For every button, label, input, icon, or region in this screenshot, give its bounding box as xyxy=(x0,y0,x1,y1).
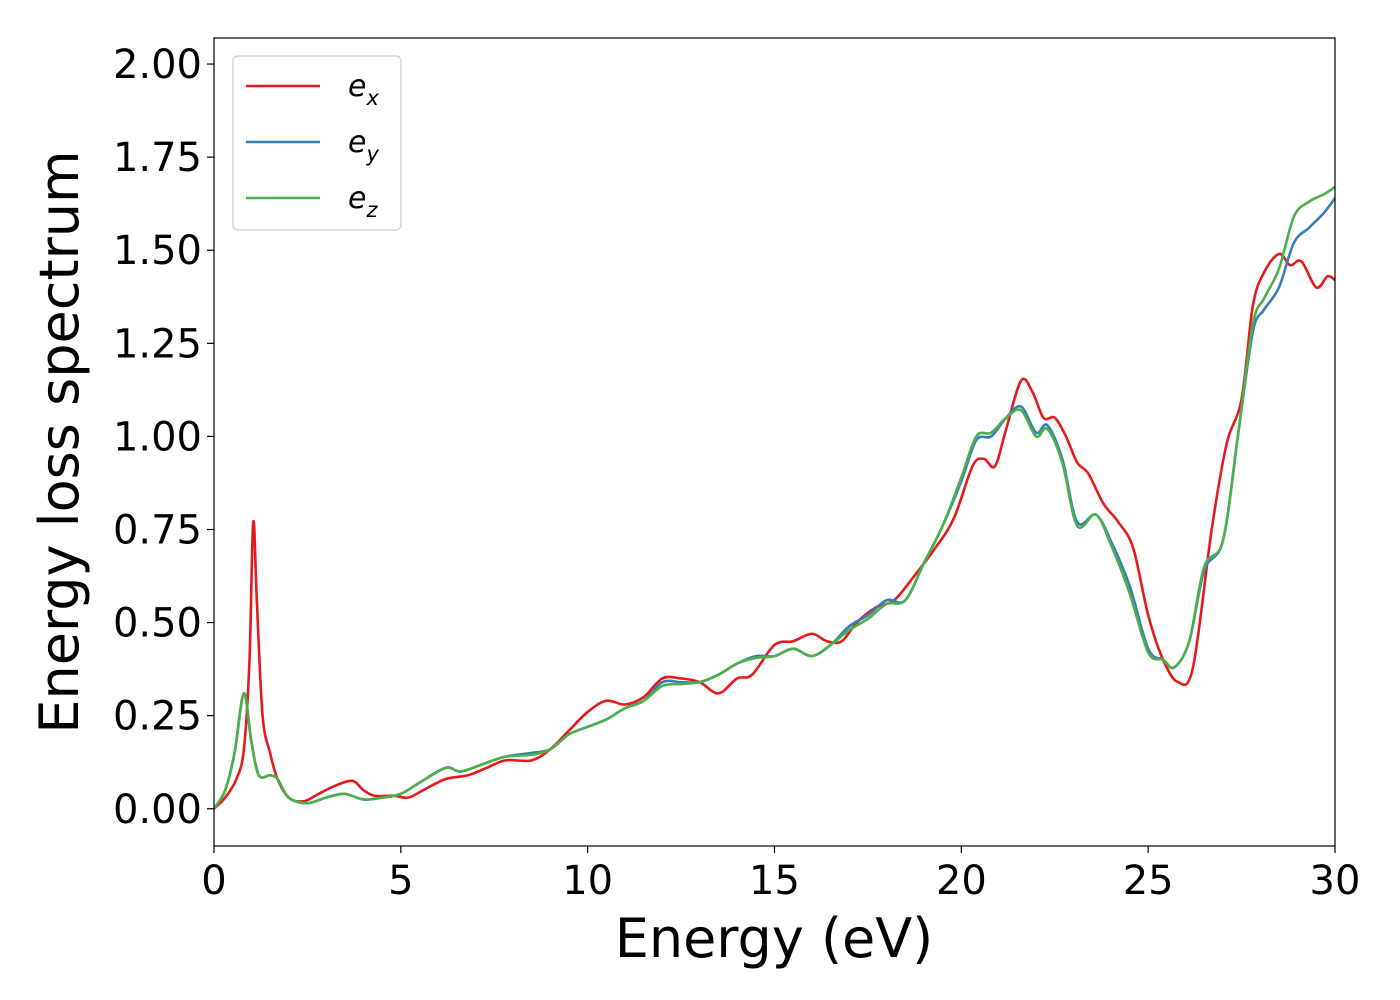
y-tick-label: 1.50 xyxy=(113,228,202,274)
x-tick-label: 0 xyxy=(201,858,226,904)
y-tick-label: 0.25 xyxy=(113,694,202,740)
y-axis: 0.00 0.25 0.50 0.75 1.00 1.25 1.50 1.75 2.00 xyxy=(113,42,214,833)
legend-label-base: e xyxy=(348,125,366,160)
legend-label-subscript: z xyxy=(365,198,378,222)
legend-label-y: ey xyxy=(348,125,379,166)
legend-label-base: e xyxy=(348,181,366,216)
x-axis-label: Energy (eV) xyxy=(615,907,934,970)
legend-label-x: ex xyxy=(348,69,379,110)
y-tick-label: 1.25 xyxy=(113,321,202,367)
x-tick-label: 15 xyxy=(749,858,800,904)
x-axis: 0 5 10 15 20 25 30 xyxy=(201,846,1360,904)
y-tick-label: 2.00 xyxy=(113,42,202,88)
series-layer xyxy=(214,185,1335,811)
legend-label-z: ez xyxy=(348,181,378,222)
series-line-z xyxy=(214,185,1335,811)
legend-label-base: e xyxy=(348,69,366,104)
y-tick-label: 0.75 xyxy=(113,508,202,554)
x-tick-label: 20 xyxy=(936,858,987,904)
x-tick-label: 10 xyxy=(562,858,613,904)
series-line-x xyxy=(214,252,1335,811)
x-tick-label: 5 xyxy=(388,858,413,904)
y-axis-label: Energy loss spectrum xyxy=(28,150,91,733)
legend-label-subscript: x xyxy=(365,86,379,110)
y-tick-label: 1.75 xyxy=(113,135,202,181)
y-tick-label: 0.00 xyxy=(113,787,202,833)
x-tick-label: 25 xyxy=(1123,858,1174,904)
y-tick-label: 1.00 xyxy=(113,414,202,460)
x-tick-label: 30 xyxy=(1310,858,1361,904)
y-tick-label: 0.50 xyxy=(113,601,202,647)
legend-label-subscript: y xyxy=(365,142,379,166)
